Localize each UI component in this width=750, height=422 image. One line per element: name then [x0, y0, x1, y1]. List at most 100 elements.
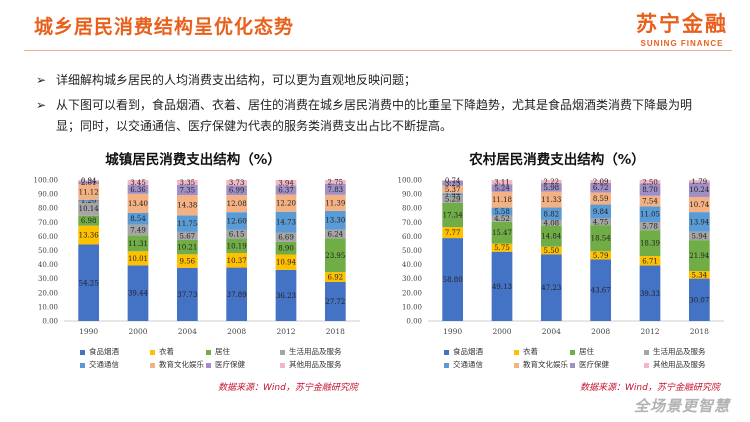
- bar-segment: [590, 204, 612, 219]
- data-label: 30.07: [689, 296, 709, 304]
- bar-segment: [639, 183, 661, 196]
- y-tick-label: 30.00: [38, 275, 58, 283]
- bar-segment: [442, 238, 464, 321]
- legend-swatch: [206, 362, 211, 368]
- bar-segment: [226, 180, 248, 186]
- arrow-bullet-icon: ➢: [36, 98, 47, 112]
- data-label: 7.35: [180, 186, 196, 194]
- data-label: 11.31: [128, 240, 148, 248]
- data-label: 10.24: [689, 186, 710, 194]
- y-tick-label: 60.00: [402, 233, 422, 241]
- data-label: 2.01: [81, 179, 97, 187]
- bar-segment: [639, 230, 661, 257]
- legend-label: 生活用品及服务: [653, 347, 706, 356]
- bar-segment: [226, 212, 248, 230]
- bar-segment: [78, 199, 100, 202]
- bar-segment: [491, 180, 513, 185]
- bar-segment: [78, 181, 100, 185]
- legend-item: 医疗保健: [206, 359, 245, 370]
- bar-segment: [226, 252, 248, 268]
- bar-segment: [442, 227, 464, 239]
- bar-segment: [491, 251, 513, 321]
- bar-segment: [491, 243, 513, 252]
- legend-swatch: [280, 362, 285, 368]
- bar-segment: [324, 229, 346, 239]
- bar-segment: [491, 207, 513, 216]
- bar-segment: [127, 265, 149, 321]
- bar-segment: [127, 180, 149, 185]
- data-label: 0.74: [445, 177, 461, 185]
- bar-segment: [226, 238, 248, 253]
- bar-segment: [226, 229, 248, 239]
- y-tick-label: 20.00: [402, 289, 422, 297]
- data-label: 0.94: [81, 177, 97, 185]
- data-label: 6.92: [328, 274, 344, 282]
- bullet-text: 详细解构城乡居民的人均消费支出结构，可以更为直观地反映问题；: [56, 73, 417, 87]
- data-label: 5.24: [494, 185, 510, 193]
- bar-segment: [78, 184, 100, 200]
- data-label: 8.70: [642, 186, 658, 194]
- data-source-note: 数据来源：Wind，苏宁金融研究院: [580, 383, 720, 393]
- bar-segment: [491, 215, 513, 222]
- data-label: 4.52: [494, 215, 510, 223]
- urban-chart-plot: 0.00 10.00 20.00 30.00 40.00 50.00 60.00 70.00 8…: [34, 177, 360, 336]
- data-label: 3.45: [130, 179, 146, 187]
- data-label: 23.95: [325, 252, 345, 260]
- bar-segment: [442, 180, 464, 182]
- legend-swatch: [150, 362, 155, 368]
- bar-segment: [590, 218, 612, 226]
- bar-segment: [639, 256, 661, 266]
- bar-segment: [176, 195, 198, 216]
- bar-segment: [176, 180, 198, 185]
- bar-segment: [226, 185, 248, 196]
- data-label: 14.73: [276, 219, 296, 227]
- bar-segment: [324, 281, 346, 321]
- logo-text-cn: 苏宁金融: [636, 12, 728, 36]
- data-label: 13.36: [79, 232, 100, 240]
- bar-segment: [176, 184, 198, 196]
- chart-title: 农村居民消费支出结构（%）: [469, 152, 645, 168]
- bar-segment: [176, 239, 198, 255]
- bar-segment: [127, 224, 149, 236]
- legend-label: 其他用品及服务: [289, 360, 342, 369]
- data-label: 10.37: [227, 257, 247, 265]
- legend-swatch: [444, 362, 449, 368]
- x-tick-label: 1990: [79, 327, 98, 336]
- data-source-note: 数据来源：Wind，苏宁金融研究院: [218, 383, 358, 393]
- legend-item: 交通通信: [80, 359, 119, 370]
- data-label: 7.83: [328, 186, 344, 194]
- bar-segment: [540, 225, 562, 247]
- chart-title: 城镇居民消费支出结构（%）: [105, 152, 281, 168]
- data-label: 3.73: [229, 179, 245, 187]
- data-label: 39.33: [640, 290, 660, 298]
- x-tick-label: 2008: [591, 327, 610, 336]
- legend-swatch: [150, 349, 155, 355]
- legend-item: 居住: [570, 346, 594, 357]
- bar-segment: [442, 185, 464, 194]
- data-label: 14.38: [177, 202, 197, 210]
- data-label: 3.11: [494, 179, 510, 187]
- bar-segment: [540, 207, 562, 220]
- data-label: 37.73: [177, 291, 197, 299]
- bullet-item: ➢ 从下图可以看到，食品烟酒、衣着、居住的消费在城乡居民消费中的比重呈下降趋势，…: [36, 95, 696, 137]
- data-label: 10.94: [276, 259, 297, 267]
- data-label: 5.37: [445, 186, 461, 194]
- bar-segment: [688, 278, 710, 321]
- bar-segment: [78, 225, 100, 245]
- data-label: 9.84: [593, 208, 609, 216]
- bar-segment: [639, 222, 661, 231]
- legend-swatch: [644, 349, 649, 355]
- bar-segment: [491, 184, 513, 192]
- bar-segment: [688, 182, 710, 197]
- data-label: 11.12: [79, 188, 99, 196]
- bar-segment: [324, 272, 346, 282]
- bar-segment: [688, 196, 710, 213]
- bar-segment: [176, 254, 198, 268]
- bar-segment: [590, 192, 612, 205]
- legend-item: 衣着: [150, 346, 174, 357]
- x-tick-label: 2018: [326, 327, 345, 336]
- data-label: 1.20: [81, 197, 97, 205]
- data-label: 6.36: [130, 186, 146, 194]
- bar-segment: [540, 191, 562, 208]
- data-label: 12.08: [227, 200, 247, 208]
